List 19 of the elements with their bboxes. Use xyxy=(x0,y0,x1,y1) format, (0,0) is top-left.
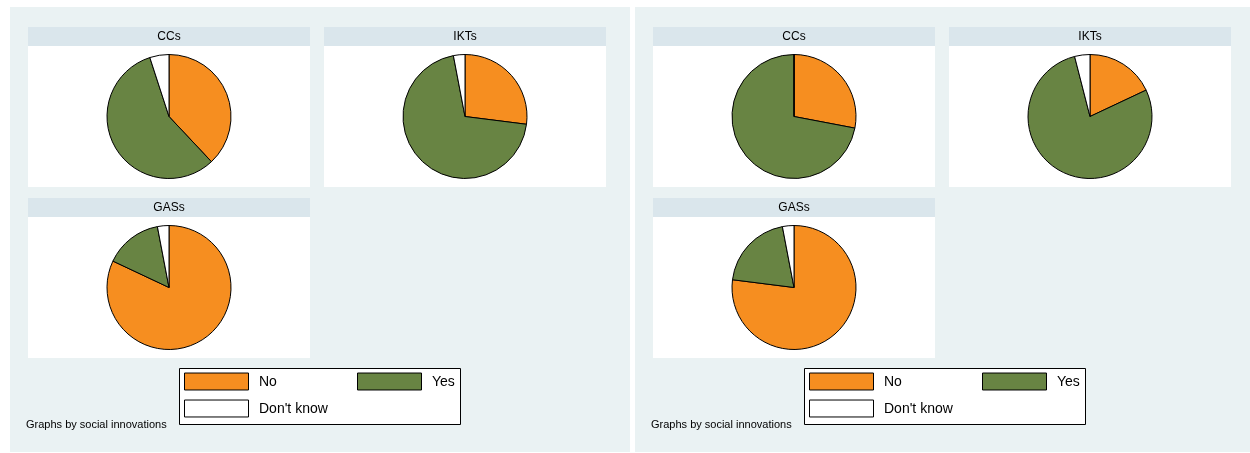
chart-title: CCs xyxy=(157,29,181,43)
legend-label: Yes xyxy=(432,372,455,389)
legend-label: No xyxy=(259,372,278,389)
pie-slice xyxy=(1027,55,1153,179)
chart-title: CCs xyxy=(782,29,806,43)
legend-label: Don't know xyxy=(884,399,954,416)
legend-label: No xyxy=(884,372,903,389)
legend-label: Don't know xyxy=(259,399,329,416)
text: Graphs by social innovations xyxy=(651,418,792,430)
chart-title: IKTs xyxy=(453,29,477,43)
chart-title: GASs xyxy=(153,200,185,214)
chart-title: GASs xyxy=(778,200,810,214)
chart-title: IKTs xyxy=(1078,29,1102,43)
text: Graphs by social innovations xyxy=(26,418,167,430)
legend-label: Yes xyxy=(1057,372,1080,389)
pie-slice xyxy=(731,225,857,350)
pie-slice xyxy=(402,55,528,179)
pie-slice xyxy=(731,54,856,179)
pie-slice xyxy=(106,225,232,350)
